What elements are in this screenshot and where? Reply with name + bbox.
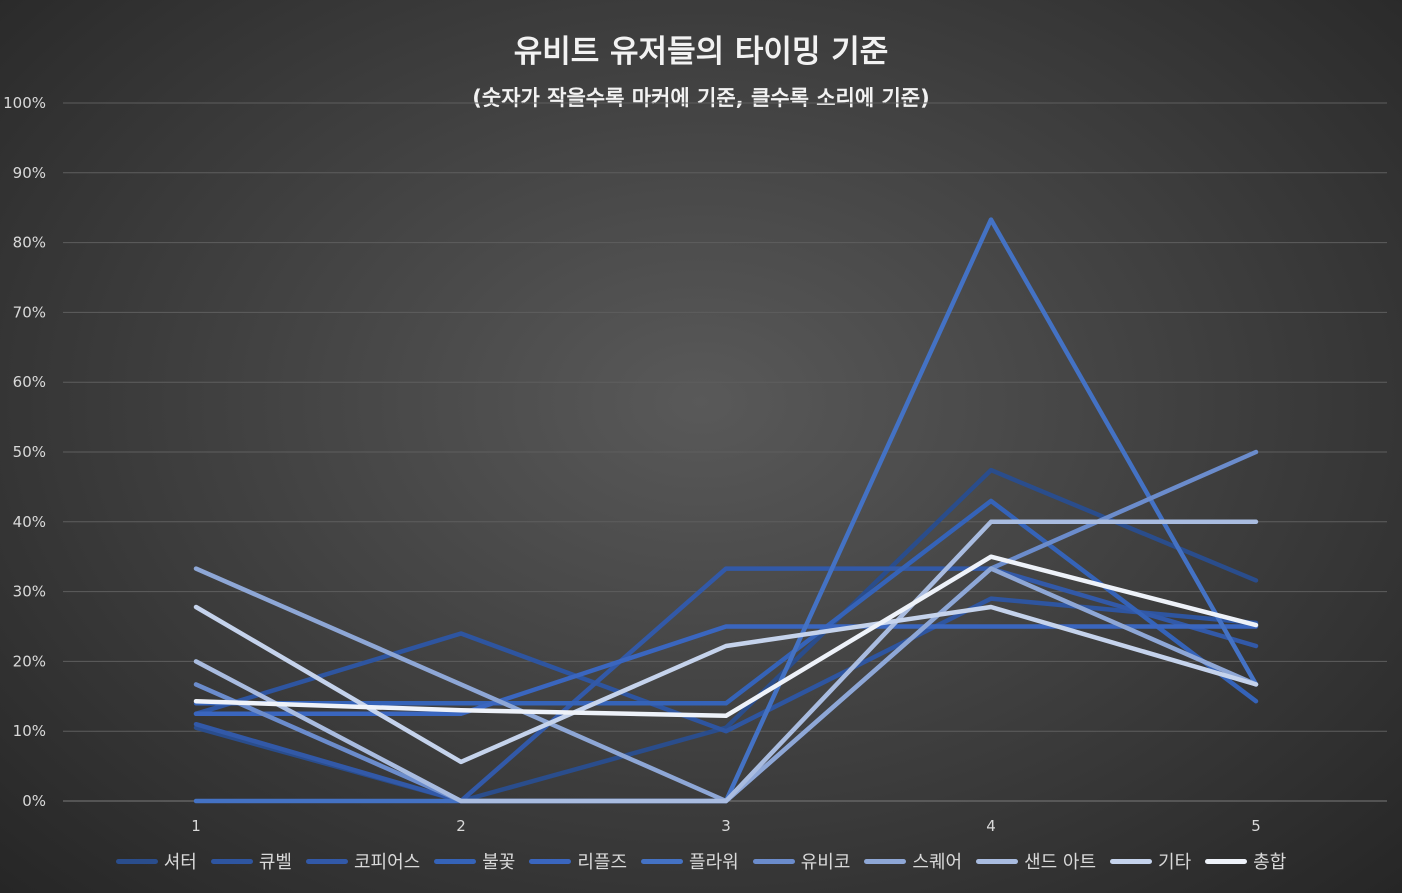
legend: 셔터 큐벨 코피어스 불꽃 리플즈 플라워 유비코 스퀘어 샌드 아트 기타 총합 <box>0 848 1402 874</box>
series-line-총합 <box>193 554 1259 719</box>
legend-label: 기타 <box>1158 852 1192 873</box>
y-tick-label: 0% <box>22 792 46 810</box>
legend-item: 플라워 <box>641 848 739 874</box>
legend-swatch <box>976 858 1019 864</box>
legend-label: 리플즈 <box>577 852 628 873</box>
legend-item: 코피어스 <box>305 848 421 874</box>
legend-label: 샌드 아트 <box>1024 852 1097 873</box>
y-tick-label: 40% <box>13 513 46 531</box>
chart-subtitle: (숫자가 작을수록 마커에 기준, 클수록 소리에 기준) <box>472 86 930 110</box>
legend-swatch <box>529 858 572 864</box>
y-tick-label: 30% <box>13 583 46 601</box>
legend-item: 기타 <box>1110 848 1191 874</box>
y-tick-label: 50% <box>13 443 46 461</box>
y-axis-ticks: 0% 10% 20% 30% 40% 50% 60% 70% 80% 90% 100% <box>3 94 46 810</box>
x-tick-label: 1 <box>191 817 201 835</box>
series-line-불꽃 <box>193 498 1259 706</box>
legend-label: 유비코 <box>800 852 851 873</box>
legend-swatch <box>641 858 684 864</box>
legend-label: 스퀘어 <box>912 852 963 873</box>
y-tick-label: 80% <box>13 234 46 252</box>
x-tick-label: 2 <box>456 817 466 835</box>
x-tick-label: 5 <box>1251 817 1261 835</box>
legend-label: 셔터 <box>163 852 197 873</box>
legend-item: 리플즈 <box>529 848 627 874</box>
legend-label: 총합 <box>1253 852 1287 873</box>
chart-title: 유비트 유저들의 타이밍 기준 <box>513 34 889 70</box>
legend-label: 큐벨 <box>258 852 292 873</box>
y-tick-label: 70% <box>13 303 46 321</box>
y-tick-label: 90% <box>13 164 46 182</box>
legend-label: 코피어스 <box>353 852 421 873</box>
series-line-코피어스 <box>193 566 1259 804</box>
y-tick-label: 10% <box>13 722 46 740</box>
y-tick-label: 20% <box>13 652 46 670</box>
gridlines <box>63 102 1387 802</box>
x-tick-label: 4 <box>986 817 996 835</box>
series-lines <box>193 217 1259 804</box>
series-line-샌드 아트 <box>193 519 1259 804</box>
y-tick-label: 100% <box>3 94 46 112</box>
legend-label: 불꽃 <box>482 852 516 873</box>
legend-swatch <box>115 858 158 864</box>
legend-swatch <box>1110 858 1153 864</box>
series-line-리플즈 <box>193 624 1259 717</box>
legend-item: 샌드 아트 <box>976 848 1096 874</box>
legend-item: 셔터 <box>115 848 197 874</box>
series-line-기타 <box>193 604 1259 765</box>
legend-item: 유비코 <box>752 848 851 874</box>
y-tick-label: 60% <box>13 373 46 391</box>
legend-item: 불꽃 <box>434 848 515 874</box>
x-axis-ticks: 1 2 3 4 5 <box>191 817 1261 835</box>
legend-item: 스퀘어 <box>864 848 962 874</box>
legend-swatch <box>864 858 907 864</box>
legend-swatch <box>1205 858 1248 864</box>
legend-swatch <box>210 858 253 864</box>
legend-swatch <box>305 858 348 864</box>
series-line-스퀘어 <box>193 566 1259 804</box>
x-tick-label: 3 <box>721 817 731 835</box>
legend-swatch <box>434 858 477 864</box>
legend-swatch <box>752 858 795 864</box>
legend-item: 총합 <box>1205 848 1286 874</box>
series-line-큐벨 <box>193 596 1259 734</box>
legend-item: 큐벨 <box>210 848 292 874</box>
legend-label: 플라워 <box>689 852 739 873</box>
